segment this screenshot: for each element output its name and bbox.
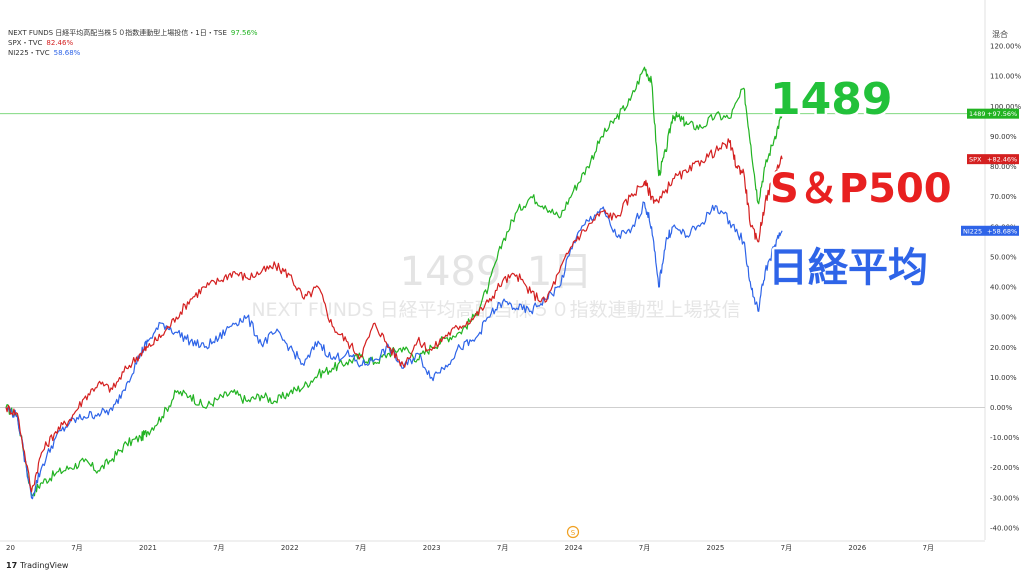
x-tick-label: 7月 (497, 544, 508, 552)
y-tick-label: -10.00% (990, 434, 1020, 442)
price-tag-symbol-bg (967, 108, 985, 119)
y-tick-label: 40.00% (990, 284, 1017, 292)
annotation-2: 日経平均 (768, 245, 928, 291)
y-tick-label: -30.00% (990, 494, 1020, 502)
legend-change: 97.56% (230, 29, 258, 37)
y-tick-label: 90.00% (990, 133, 1017, 141)
legend-item-1489[interactable]: NEXT FUNDS 日経平均高配当株５０指数連動型上場投信・1日・TSE 97.… (8, 28, 258, 38)
legend-item-spx[interactable]: SPX・TVC 82.46% (8, 38, 258, 48)
annotation-1: S＆P500 (770, 166, 952, 212)
y-tick-label: -20.00% (990, 464, 1020, 472)
x-axis[interactable]: 20 7月 2021 7月 2022 7月 2023 7月 2024 7月 2025 7月 2026 7月 (6, 544, 934, 552)
legend-label: NI225・TVC (8, 49, 50, 57)
tradingview-logo-icon: 17 (6, 561, 18, 570)
price-tag-1489: 1489 +97.56% (967, 108, 1019, 119)
legend-change: 82.46% (46, 39, 74, 47)
y-tick-label: 20.00% (990, 344, 1017, 352)
price-tag-symbol-bg (967, 154, 985, 165)
x-tick-label: 7月 (213, 544, 224, 552)
y-tick-label: 120.00% (990, 43, 1021, 51)
series-lines (5, 66, 783, 500)
y-tick-label: 80.00% (990, 163, 1017, 171)
price-tag-ni225: NI225 +58.68% (961, 225, 1019, 236)
price-tag-value: +82.46% (987, 156, 1017, 164)
plot-area (0, 0, 986, 542)
x-tick-label: 2026 (848, 544, 866, 552)
y-tick-label: 110.00% (990, 73, 1021, 81)
price-tags: 1489 +97.56% SPX +82.46% NI225 +58.68% (961, 108, 1019, 236)
legend: NEXT FUNDS 日経平均高配当株５０指数連動型上場投信・1日・TSE 97.… (8, 28, 258, 58)
annotations: 1489 S＆P500 日経平均 (766, 72, 955, 294)
legend-label: SPX・TVC (8, 39, 43, 47)
x-tick-label: 2023 (423, 544, 441, 552)
legend-label: NEXT FUNDS 日経平均高配当株５０指数連動型上場投信・1日・TSE (8, 29, 227, 37)
y-tick-label: 70.00% (990, 193, 1017, 201)
x-tick-label: 2025 (707, 544, 725, 552)
y-tick-label: -40.00% (990, 524, 1020, 532)
price-tag-symbol: SPX (969, 156, 982, 164)
price-tag-spx: SPX +82.46% (967, 154, 1019, 165)
price-tag-value: +97.56% (987, 110, 1017, 118)
price-tag-value-bg (985, 108, 1019, 119)
price-tag-symbol: 1489 (969, 110, 986, 118)
price-tag-value-bg (985, 154, 1019, 165)
x-tick-label: 20 (6, 544, 15, 552)
legend-change: 58.68% (53, 49, 81, 57)
y-tick-label: 30.00% (990, 314, 1017, 322)
x-tick-label: 2024 (565, 544, 583, 552)
tradingview-logo[interactable]: 17 TradingView (6, 561, 68, 570)
price-tag-symbol-bg (961, 225, 985, 236)
x-tick-label: 7月 (923, 544, 934, 552)
y-tick-label: 100.00% (990, 103, 1021, 111)
tradingview-logo-text: TradingView (20, 561, 69, 570)
x-tick-label: 7月 (781, 544, 792, 552)
price-tag-symbol: NI225 (963, 227, 982, 235)
legend-item-ni225[interactable]: NI225・TVC 58.68% (8, 48, 258, 58)
y-tick-label: 50.00% (990, 253, 1017, 261)
x-tick-label: 2022 (281, 544, 299, 552)
series-line-spx[interactable] (5, 138, 783, 493)
scale-mode-button[interactable]: 混合 (992, 30, 1008, 39)
y-tick-label: 0.00% (990, 404, 1013, 412)
price-tag-value: +58.68% (987, 227, 1017, 235)
annotation-0: 1489 (770, 74, 892, 125)
x-tick-label: 2021 (139, 544, 157, 552)
y-tick-label: 10.00% (990, 374, 1017, 382)
event-marker-label: S (571, 529, 576, 537)
x-tick-label: 7月 (355, 544, 366, 552)
x-tick-label: 7月 (639, 544, 650, 552)
x-tick-label: 7月 (71, 544, 82, 552)
watermark-symbol: 1489, 1日 (400, 249, 593, 295)
series-line-1489[interactable] (5, 66, 783, 497)
price-tag-value-bg (985, 225, 1019, 236)
event-marker[interactable]: S (566, 525, 580, 539)
